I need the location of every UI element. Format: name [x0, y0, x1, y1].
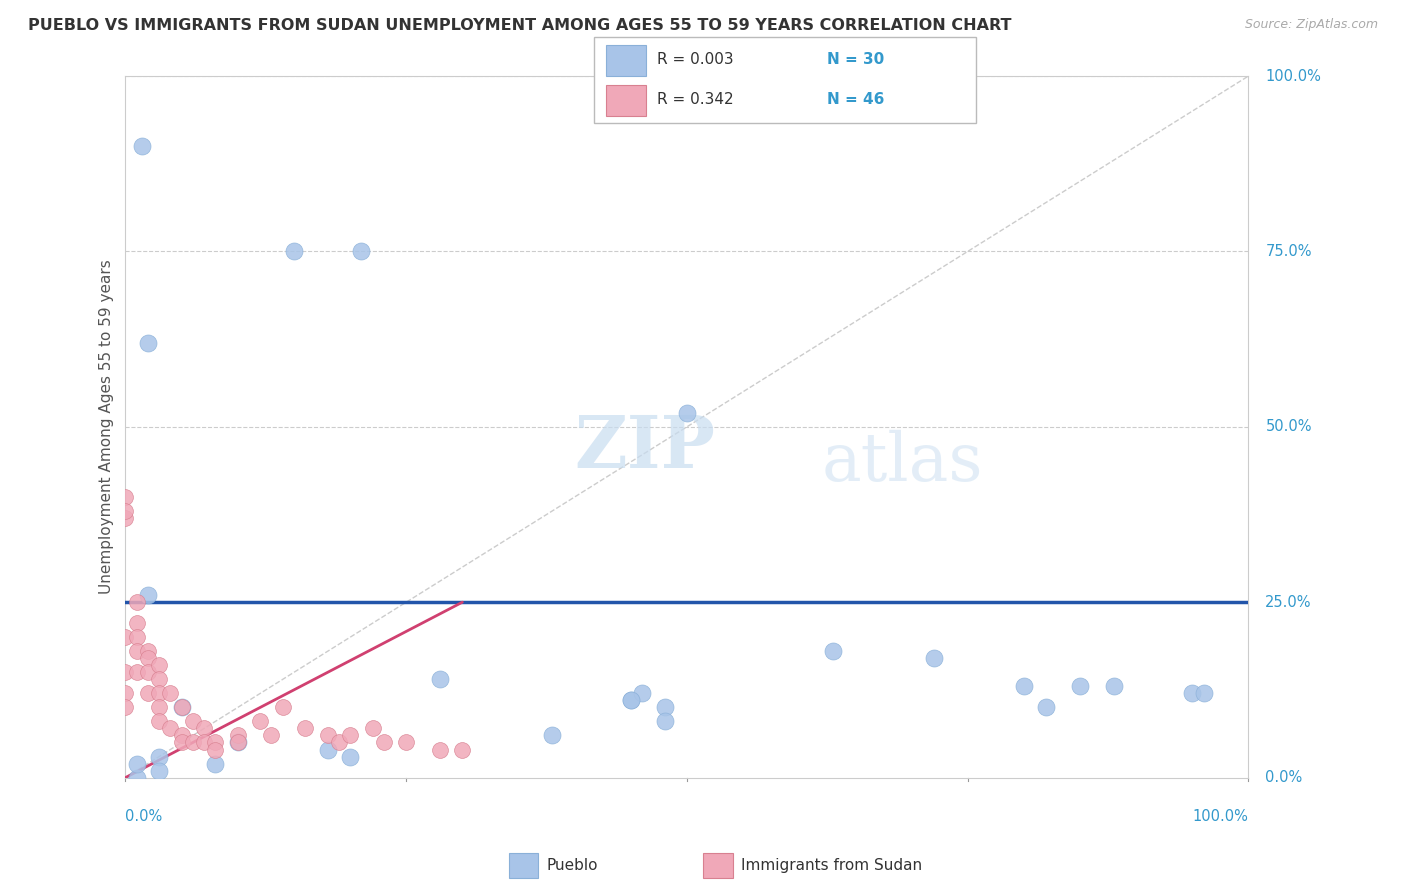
Point [294, 722, 316, 736]
Point [339, 729, 361, 743]
Point [170, 700, 193, 714]
Point [125, 616, 148, 631]
Point [654, 700, 676, 714]
Y-axis label: Unemployment Among Ages 55 to 59 years: Unemployment Among Ages 55 to 59 years [100, 260, 114, 594]
Point [159, 686, 181, 700]
Point [125, 771, 148, 785]
Text: Pueblo: Pueblo [547, 858, 599, 872]
Point [204, 742, 226, 756]
Bar [606, 85, 645, 116]
Point [114, 504, 136, 518]
Point [148, 658, 170, 673]
Point [125, 644, 148, 658]
Bar [509, 853, 538, 878]
Point [148, 764, 170, 778]
Point [136, 335, 159, 350]
Point [541, 729, 564, 743]
Point [429, 742, 451, 756]
FancyBboxPatch shape [595, 37, 976, 123]
Text: Immigrants from Sudan: Immigrants from Sudan [741, 858, 922, 872]
Point [1069, 679, 1091, 693]
Point [114, 511, 136, 525]
Point [373, 735, 395, 749]
Text: 100.0%: 100.0% [1192, 809, 1249, 824]
Point [451, 742, 474, 756]
Point [148, 686, 170, 700]
Point [395, 735, 418, 749]
Point [316, 742, 339, 756]
Point [114, 686, 136, 700]
Point [136, 588, 159, 602]
Point [620, 693, 643, 707]
Point [136, 651, 159, 665]
Point [339, 749, 361, 764]
Point [361, 722, 384, 736]
Point [350, 244, 373, 259]
Point [125, 630, 148, 644]
Point [1102, 679, 1125, 693]
Point [148, 673, 170, 687]
Point [193, 735, 215, 749]
Point [148, 714, 170, 729]
Point [136, 665, 159, 680]
Point [114, 490, 136, 504]
Point [249, 714, 271, 729]
Point [429, 673, 451, 687]
Bar [703, 853, 733, 878]
Point [226, 729, 249, 743]
Point [170, 729, 193, 743]
Point [170, 735, 193, 749]
Point [631, 686, 654, 700]
Point [226, 735, 249, 749]
Bar [606, 45, 645, 76]
Point [136, 644, 159, 658]
Point [114, 665, 136, 680]
Text: R = 0.003: R = 0.003 [658, 53, 734, 67]
Text: R = 0.342: R = 0.342 [658, 93, 734, 107]
Text: 25.0%: 25.0% [1265, 595, 1312, 610]
Point [125, 665, 148, 680]
Point [283, 244, 305, 259]
Point [1181, 686, 1204, 700]
Text: 50.0%: 50.0% [1265, 419, 1312, 434]
Point [1192, 686, 1215, 700]
Point [114, 700, 136, 714]
Point [226, 735, 249, 749]
Text: N = 46: N = 46 [827, 93, 884, 107]
Text: N = 30: N = 30 [827, 53, 884, 67]
Point [170, 700, 193, 714]
Text: PUEBLO VS IMMIGRANTS FROM SUDAN UNEMPLOYMENT AMONG AGES 55 TO 59 YEARS CORRELATI: PUEBLO VS IMMIGRANTS FROM SUDAN UNEMPLOY… [28, 18, 1012, 33]
Point [654, 714, 676, 729]
Text: 0.0%: 0.0% [1265, 770, 1302, 785]
Point [260, 729, 283, 743]
Point [1035, 700, 1057, 714]
Point [620, 693, 643, 707]
Text: Source: ZipAtlas.com: Source: ZipAtlas.com [1244, 18, 1378, 31]
Point [125, 595, 148, 609]
Point [193, 722, 215, 736]
Point [114, 630, 136, 644]
Text: ZIP: ZIP [575, 412, 716, 483]
Text: atlas: atlas [821, 429, 983, 494]
Point [125, 756, 148, 771]
Point [922, 651, 945, 665]
Point [181, 735, 204, 749]
Point [148, 700, 170, 714]
Point [821, 644, 844, 658]
Point [136, 686, 159, 700]
Point [131, 139, 153, 153]
Text: 0.0%: 0.0% [125, 809, 163, 824]
Point [204, 735, 226, 749]
Text: 100.0%: 100.0% [1265, 69, 1322, 84]
Point [181, 714, 204, 729]
Point [328, 735, 350, 749]
Point [271, 700, 294, 714]
Point [148, 749, 170, 764]
Text: 75.0%: 75.0% [1265, 244, 1312, 259]
Point [676, 406, 699, 420]
Point [316, 729, 339, 743]
Point [1012, 679, 1035, 693]
Point [159, 722, 181, 736]
Point [204, 756, 226, 771]
